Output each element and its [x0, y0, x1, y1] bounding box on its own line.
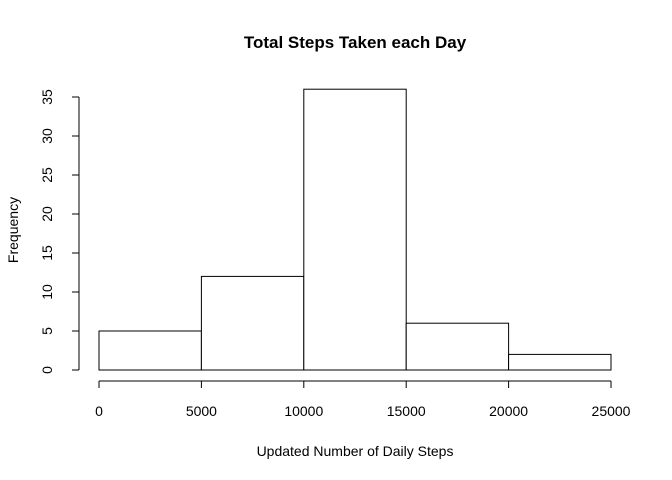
chart-title: Total Steps Taken each Day — [244, 33, 467, 52]
histogram-bar — [200, 275, 305, 371]
x-tick-label: 25000 — [592, 403, 631, 419]
y-tick-label: 30 — [39, 128, 55, 144]
x-tick-label: 15000 — [387, 403, 426, 419]
x-tick-label: 5000 — [186, 403, 217, 419]
x-tick-label: 10000 — [284, 403, 323, 419]
y-tick-label: 15 — [39, 245, 55, 261]
x-tick-label: 0 — [95, 403, 103, 419]
histogram-bar — [508, 353, 612, 371]
y-axis: 0 5 10 15 20 25 30 35 — [39, 89, 80, 374]
bars-group — [98, 88, 612, 371]
y-axis-label: Frequency — [5, 197, 21, 263]
histogram-bar — [405, 322, 510, 371]
y-tick-label: 25 — [39, 167, 55, 183]
x-axis-label: Updated Number of Daily Steps — [257, 443, 454, 459]
y-tick-label: 5 — [39, 327, 55, 335]
y-tick-label: 10 — [39, 284, 55, 300]
x-axis: 0 5000 10000 15000 20000 25000 — [95, 380, 631, 419]
histogram-bar — [303, 88, 407, 371]
y-tick-label: 35 — [39, 89, 55, 105]
histogram-bar — [98, 330, 202, 371]
y-tick-label: 20 — [39, 206, 55, 222]
y-tick-label: 0 — [39, 366, 55, 374]
x-tick-label: 20000 — [489, 403, 528, 419]
